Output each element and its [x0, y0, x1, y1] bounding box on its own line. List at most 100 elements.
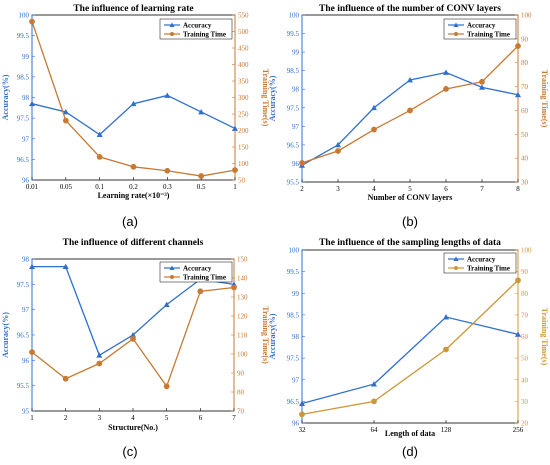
accuracy-point [232, 125, 238, 131]
x-axis-title: Length of data [385, 429, 435, 438]
x-tick-label: 256 [513, 426, 524, 434]
accuracy-line [301, 71, 519, 166]
training-time-point [163, 383, 170, 390]
legend-marker [453, 256, 459, 261]
legend-marker [454, 266, 458, 270]
y2-tick-label: 80 [521, 59, 529, 67]
training-time-point [371, 126, 377, 133]
y2-tick-label: 120 [237, 313, 248, 321]
y-tick-label: 99 [292, 49, 300, 57]
y-tick-label: 99 [22, 53, 30, 61]
panel-caption: (b) [402, 214, 418, 229]
x-tick-label: 0.2 [129, 183, 138, 191]
accuracy-line [301, 316, 519, 405]
y-tick-label: 100 [289, 247, 300, 255]
plot-frame [31, 14, 236, 181]
accuracy-point [479, 84, 485, 90]
y-tick-label: 98.5 [287, 311, 300, 319]
y2-tick-label: 140 [237, 275, 248, 283]
accuracy-point [164, 92, 171, 98]
chart-title: The influence of the sampling lengths of… [319, 238, 501, 248]
x-tick-label: 7 [232, 414, 236, 422]
y-tick-label: 96.5 [17, 332, 30, 340]
x-tick-label: 32 [299, 426, 307, 434]
y2-tick-label: 550 [238, 12, 249, 20]
x-tick-label: 2 [64, 414, 68, 422]
x-tick-label: 6 [199, 414, 203, 422]
panel-caption: (a) [122, 214, 138, 229]
accuracy-point [29, 263, 35, 269]
panel-caption: (d) [402, 444, 418, 459]
y2-tick-label: 500 [238, 28, 249, 36]
y-tick-label: 99.5 [287, 268, 300, 276]
y2-tick-label: 90 [521, 35, 529, 43]
training-time-line [301, 279, 519, 415]
y2-tick-label: 60 [521, 107, 529, 115]
accuracy-point [130, 332, 136, 338]
training-time-point [130, 163, 137, 170]
y2-tick-label: 90 [521, 268, 529, 276]
training-time-point [299, 160, 305, 166]
x-tick-label: 1 [233, 183, 237, 191]
accuracy-point [163, 301, 170, 307]
accuracy-point [96, 352, 103, 358]
y2-tick-label: 350 [238, 78, 249, 86]
training-time-point [335, 148, 341, 154]
training-time-point [299, 411, 305, 418]
x-tick-label: 2 [300, 185, 304, 193]
training-time-point [479, 78, 485, 85]
y-tick-label: 99.5 [287, 30, 300, 38]
training-time-point [96, 154, 103, 160]
legend-marker [169, 265, 175, 270]
chart-panel-a: The influence of learning rate 0.01 0.05 0.… [1, 4, 270, 229]
y2-axis-title: Training Time(s) [540, 308, 549, 366]
accuracy-point [407, 76, 413, 83]
legend-marker [169, 22, 175, 27]
x-tick-label: 5 [408, 185, 412, 193]
y2-tick-label: 100 [237, 351, 248, 359]
plot-frame [301, 14, 519, 183]
x-tick-label: 5 [165, 414, 169, 422]
chart-title: The influence of the number of CONV laye… [319, 4, 501, 14]
legend-label: Accuracy [183, 265, 212, 273]
y-axis-title: Accuracy(%) [1, 312, 10, 358]
legend-label: Training Time [183, 274, 226, 282]
accuracy-point [443, 69, 449, 75]
legend-marker [170, 275, 174, 279]
y-tick-label: 97.5 [287, 104, 300, 112]
training-time-point [130, 335, 136, 342]
y-tick-label: 97.5 [17, 115, 30, 123]
y2-tick-label: 150 [238, 144, 249, 152]
y-tick-label: 98.5 [17, 73, 30, 81]
y-tick-label: 95.5 [287, 179, 300, 187]
legend-label: Accuracy [183, 22, 212, 30]
training-time-point [232, 167, 238, 174]
training-time-point [62, 375, 69, 382]
training-time-point [198, 173, 205, 179]
y-tick-label: 97.5 [287, 355, 300, 363]
training-time-point [371, 398, 377, 405]
y2-tick-label: 250 [238, 111, 249, 119]
training-time-point [29, 349, 35, 356]
accuracy-point [130, 100, 137, 107]
y-tick-label: 98 [22, 94, 30, 102]
y-tick-label: 97 [292, 376, 300, 384]
y2-tick-label: 450 [238, 45, 249, 53]
x-tick-label: 0.5 [197, 183, 206, 191]
y2-tick-label: 20 [521, 420, 529, 428]
y2-tick-label: 70 [521, 311, 529, 319]
x-tick-label: 8 [516, 185, 520, 193]
y-tick-label: 97 [22, 135, 30, 143]
y2-tick-label: 40 [521, 155, 529, 163]
x-tick-label: 0.1 [95, 183, 104, 191]
legend-label: Accuracy [467, 256, 496, 264]
y2-tick-label: 80 [237, 389, 245, 397]
legend-marker [453, 22, 459, 27]
y-tick-label: 98 [292, 86, 300, 94]
y2-tick-label: 70 [521, 83, 529, 91]
plot-frame [301, 249, 519, 424]
